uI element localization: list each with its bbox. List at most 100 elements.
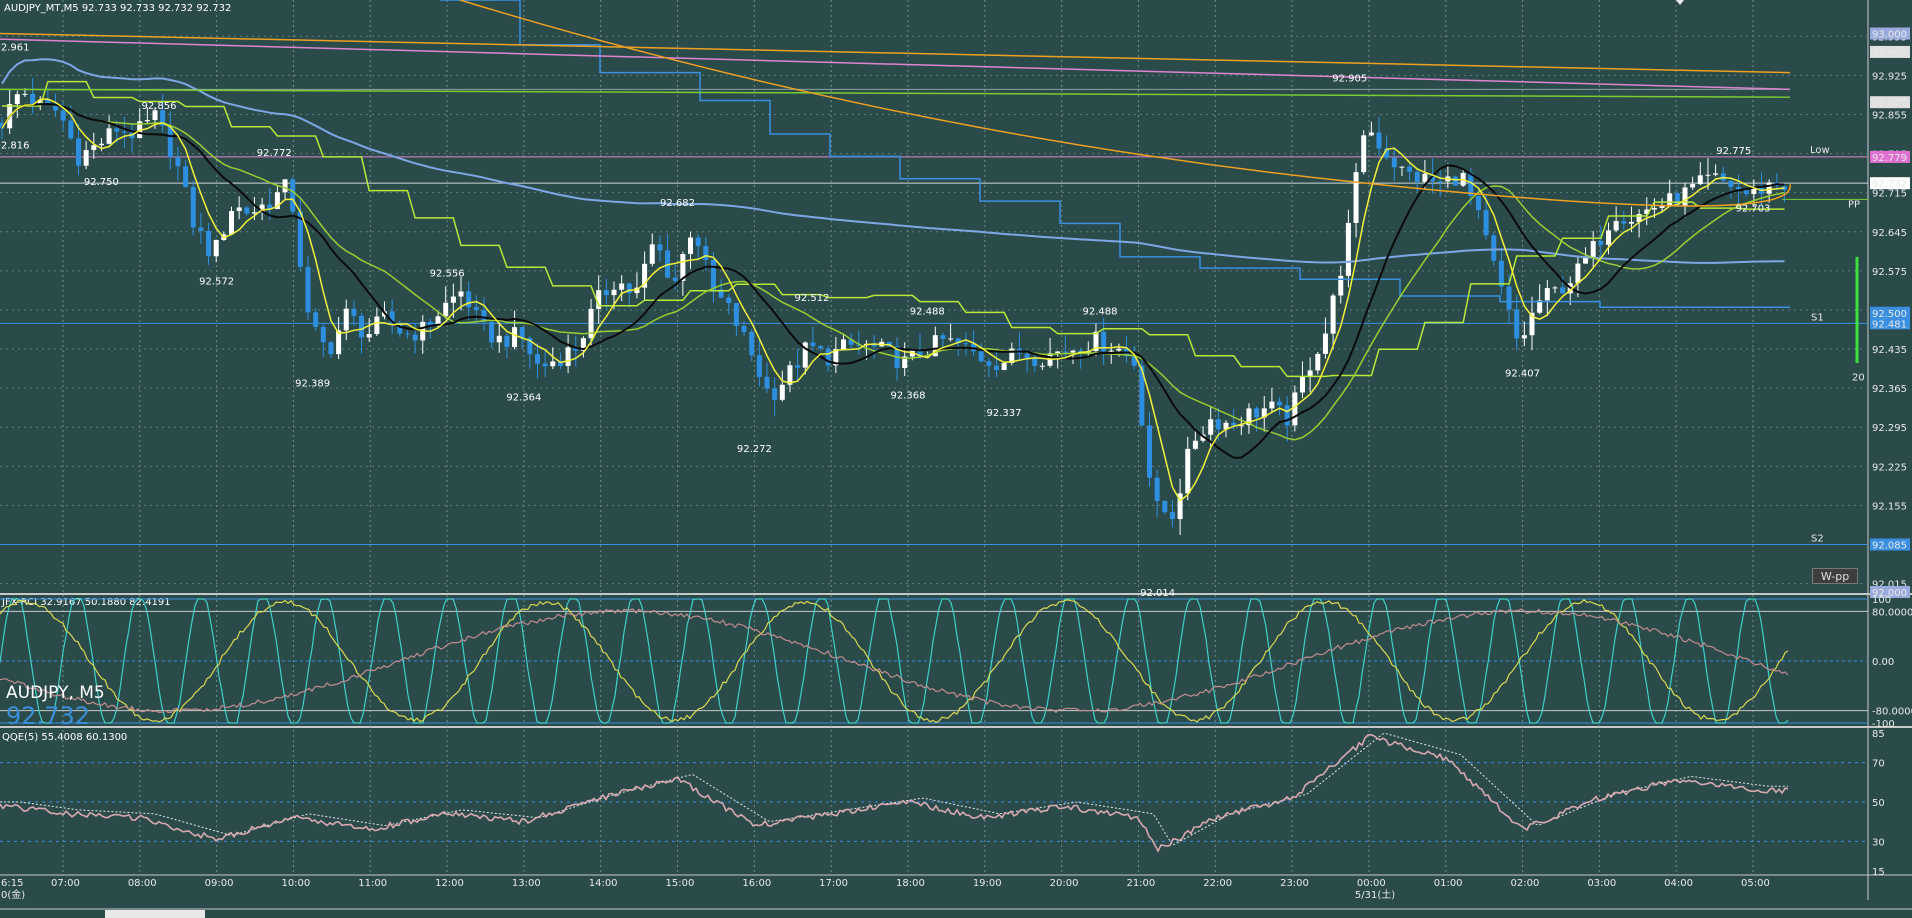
date-label: 5/31(土) xyxy=(1355,888,1395,901)
candle-body xyxy=(458,291,464,297)
candle-body xyxy=(45,99,51,104)
candle-body xyxy=(1621,221,1627,224)
w-pp-button[interactable]: W-pp xyxy=(1812,568,1858,584)
candle-body xyxy=(114,128,120,132)
candle-body xyxy=(397,324,403,334)
candle-body xyxy=(1682,187,1688,206)
candle-body xyxy=(481,309,487,322)
time-tick-label: 15:00 xyxy=(666,878,695,889)
candle-body xyxy=(1269,401,1275,409)
candle-body xyxy=(1606,230,1611,245)
candle-body xyxy=(1292,392,1298,426)
candle-body xyxy=(818,346,824,349)
candle-body xyxy=(787,365,793,385)
price-axis-marker-label: 92.085 xyxy=(1872,541,1907,552)
candle-body xyxy=(688,237,693,255)
rci-tick-label: -100 xyxy=(1872,719,1895,730)
step-line-green xyxy=(2,80,1785,378)
candle-body xyxy=(1001,362,1007,371)
candle-body xyxy=(642,263,648,288)
candle-body xyxy=(550,361,556,367)
candle-body xyxy=(336,330,342,355)
candle-body xyxy=(504,335,510,348)
candle-body xyxy=(565,347,571,366)
candle-body xyxy=(1475,196,1481,211)
qqe-main-line xyxy=(0,733,1789,853)
pp-label: PP xyxy=(1848,199,1860,210)
candle-body xyxy=(1223,422,1229,430)
candle-body xyxy=(374,316,380,334)
candle-body xyxy=(53,103,59,111)
candle-body xyxy=(1062,351,1068,353)
candle-body xyxy=(183,166,189,187)
candle-body xyxy=(213,239,219,257)
price-tick-label: 92.715 xyxy=(1872,189,1907,200)
qqe-tick-label: 85 xyxy=(1872,729,1885,740)
price-panel xyxy=(0,0,1868,592)
candle-body xyxy=(1437,181,1443,183)
ma-long-line xyxy=(1,58,1785,264)
candle-body xyxy=(1055,351,1061,354)
time-tick-label: 19:00 xyxy=(973,878,1002,889)
candle-body xyxy=(680,254,686,281)
time-tick-label: 11:00 xyxy=(358,878,387,889)
candle-body xyxy=(1674,193,1680,206)
candle-body xyxy=(802,342,808,368)
rci-slow-line xyxy=(0,608,1789,714)
time-tick-label: 07:00 xyxy=(51,878,80,889)
time-tick-label: 05:00 xyxy=(1741,878,1770,889)
candle-body xyxy=(756,355,762,377)
candle-body xyxy=(343,308,349,331)
candle-body xyxy=(1705,174,1711,176)
candle-body xyxy=(726,297,732,304)
candle-body xyxy=(603,290,609,296)
chart-header: AUDJPY_MT,M5 92.733 92.733 92.732 92.732 xyxy=(4,3,231,14)
ma-orange-curve xyxy=(459,0,1791,207)
candle-body xyxy=(404,333,410,335)
price-axis-marker xyxy=(1870,538,1910,551)
price-axis-marker xyxy=(1870,150,1910,163)
price-label: 92.407 xyxy=(1505,369,1540,380)
candle-body xyxy=(167,125,173,157)
time-tick-label: 18:00 xyxy=(896,878,925,889)
candle-body xyxy=(596,290,602,309)
candle-body xyxy=(649,244,655,264)
candle-body xyxy=(244,207,250,214)
candle-body xyxy=(359,315,365,338)
candle-body xyxy=(1300,377,1305,393)
s1-label: S1 xyxy=(1811,312,1824,323)
candle-body xyxy=(22,93,28,95)
time-tick-label: 09:00 xyxy=(205,878,234,889)
candle-body xyxy=(1169,512,1175,520)
candle-body xyxy=(1491,235,1497,261)
price-label: 92.572 xyxy=(199,277,234,288)
candle-body xyxy=(841,339,846,350)
candle-body xyxy=(825,348,831,366)
candle-body xyxy=(1338,275,1344,296)
candle-body xyxy=(1353,172,1359,223)
candle-body xyxy=(60,110,66,121)
candle-body xyxy=(795,365,801,368)
candle-body xyxy=(489,321,495,343)
candle-body xyxy=(98,143,104,146)
candle-body xyxy=(267,204,273,209)
candle-body xyxy=(1544,288,1550,301)
status-strip xyxy=(0,904,1912,918)
price-axis-marker xyxy=(1870,96,1910,109)
candle-body xyxy=(948,338,954,340)
candle-body xyxy=(1468,172,1474,197)
candle-body xyxy=(1131,356,1137,366)
candle-body xyxy=(1154,477,1160,501)
candle-body xyxy=(741,325,747,333)
candle-body xyxy=(611,289,617,296)
qqe-header: QQE(5) 55.4008 60.1300 xyxy=(2,732,127,743)
candle-body xyxy=(1453,176,1458,186)
time-tick-label: 08:00 xyxy=(128,878,157,889)
candle-body xyxy=(963,343,969,345)
candle-body xyxy=(473,307,479,310)
candle-body xyxy=(1514,309,1520,339)
candle-body xyxy=(1277,401,1283,406)
candle-body xyxy=(1101,331,1107,352)
